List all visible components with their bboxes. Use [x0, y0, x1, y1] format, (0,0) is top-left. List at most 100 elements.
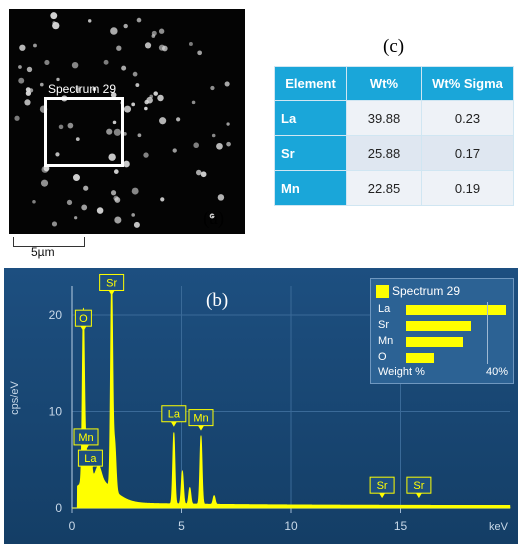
- particle: [123, 105, 132, 113]
- particle: [18, 65, 22, 69]
- cell-sigma: 0.23: [421, 100, 514, 136]
- particle: [113, 195, 119, 201]
- particle: [123, 23, 128, 29]
- particle: [121, 65, 127, 71]
- peak-label: Mn: [188, 409, 214, 431]
- y-tick-label: 20: [49, 308, 63, 322]
- x-tick-label: 5: [178, 519, 185, 533]
- particle: [110, 92, 117, 98]
- legend-weight-bar: [406, 353, 435, 363]
- cell-wt: 39.88: [346, 100, 422, 136]
- particle: [226, 122, 230, 126]
- legend-swatch: [376, 285, 389, 298]
- particle: [113, 169, 119, 174]
- particle: [51, 221, 58, 227]
- particle: [87, 19, 92, 23]
- particle: [25, 87, 31, 92]
- particle: [92, 87, 97, 91]
- particle: [211, 133, 216, 138]
- composition-table: Element Wt% Wt% Sigma La 39.88 0.23 Sr 2…: [274, 66, 514, 206]
- peak-label: Sr: [99, 273, 125, 296]
- sem-micrograph: [9, 9, 245, 234]
- svg-text:Sr: Sr: [106, 277, 117, 289]
- particle: [188, 42, 193, 46]
- svg-text:Mn: Mn: [193, 413, 208, 425]
- svg-text:Mn: Mn: [78, 432, 93, 444]
- particle: [39, 82, 44, 87]
- particle: [176, 117, 181, 122]
- particle: [40, 179, 49, 187]
- particle: [197, 50, 203, 56]
- scale-bar-label: 5µm: [31, 245, 55, 259]
- cell-element: La: [274, 100, 347, 136]
- particle: [159, 117, 167, 125]
- particle: [103, 59, 109, 65]
- particle: [25, 90, 32, 96]
- particle: [108, 153, 116, 161]
- particle: [81, 204, 88, 211]
- particle: [137, 133, 142, 138]
- spectrum-roi-label: Spectrum 29: [48, 82, 117, 96]
- x-tick-label: 15: [394, 519, 408, 533]
- particle: [24, 99, 31, 106]
- x-axis-label: keV: [489, 521, 509, 533]
- legend-bar-label: Mn: [378, 335, 394, 347]
- legend-max-label: 40%: [486, 366, 509, 378]
- particle: [144, 106, 148, 111]
- table-row: Mn 22.85 0.19: [274, 170, 514, 206]
- x-tick-label: 10: [284, 519, 298, 533]
- particle: [113, 128, 121, 136]
- particle: [83, 185, 89, 191]
- particle: [191, 100, 196, 105]
- table-header-row: Element Wt% Wt% Sigma: [274, 66, 514, 101]
- particle: [210, 85, 215, 91]
- legend-weight-bar: [406, 321, 471, 331]
- peak-label: Sr: [406, 476, 432, 499]
- particle: [195, 169, 202, 176]
- particle: [33, 43, 37, 48]
- particle: [19, 44, 26, 51]
- legend-weight-bar: [406, 337, 464, 347]
- svg-text:Sr: Sr: [413, 480, 424, 492]
- cell-wt: 25.88: [346, 135, 422, 171]
- peak-label: O: [74, 309, 92, 332]
- legend-weight-bar: [406, 305, 506, 315]
- peak-label: La: [161, 405, 187, 427]
- particle: [144, 42, 152, 49]
- particle: [158, 44, 166, 51]
- particle: [74, 216, 78, 220]
- panel-b-label: (b): [206, 290, 229, 311]
- particle: [110, 190, 117, 196]
- particle: [157, 94, 164, 102]
- particle: [143, 152, 149, 158]
- legend-scale-divider: [487, 302, 488, 364]
- panel-c-label: (c): [383, 36, 405, 57]
- peak-label: Mn: [73, 428, 99, 450]
- peak-label: La: [77, 449, 103, 472]
- particle: [123, 160, 130, 168]
- peak-label: Sr: [369, 476, 395, 499]
- particle: [151, 34, 156, 38]
- particle: [217, 194, 225, 201]
- y-axis-label: cps/eV: [9, 381, 21, 415]
- spectrum-series: [72, 285, 511, 509]
- particle: [75, 137, 80, 141]
- particle: [160, 197, 165, 202]
- particle: [193, 142, 199, 149]
- particle: [110, 27, 118, 35]
- particle: [146, 96, 153, 104]
- legend-bar-label: Sr: [378, 319, 389, 331]
- particle: [66, 199, 73, 206]
- particle: [153, 91, 158, 96]
- eds-spectrum-chart: 0 5 10 15 0 10 20 keV cps/eV O Sr Mn La La Mn Sr Sr: [9, 273, 511, 533]
- cell-element: Mn: [274, 170, 347, 206]
- particle: [135, 83, 140, 87]
- particle: [132, 71, 138, 77]
- particle: [209, 213, 215, 219]
- particle: [200, 171, 207, 178]
- particle: [75, 87, 81, 93]
- micrograph-particles: [14, 12, 231, 228]
- particle: [149, 94, 154, 99]
- particle: [72, 174, 80, 182]
- svg-text:La: La: [84, 453, 97, 465]
